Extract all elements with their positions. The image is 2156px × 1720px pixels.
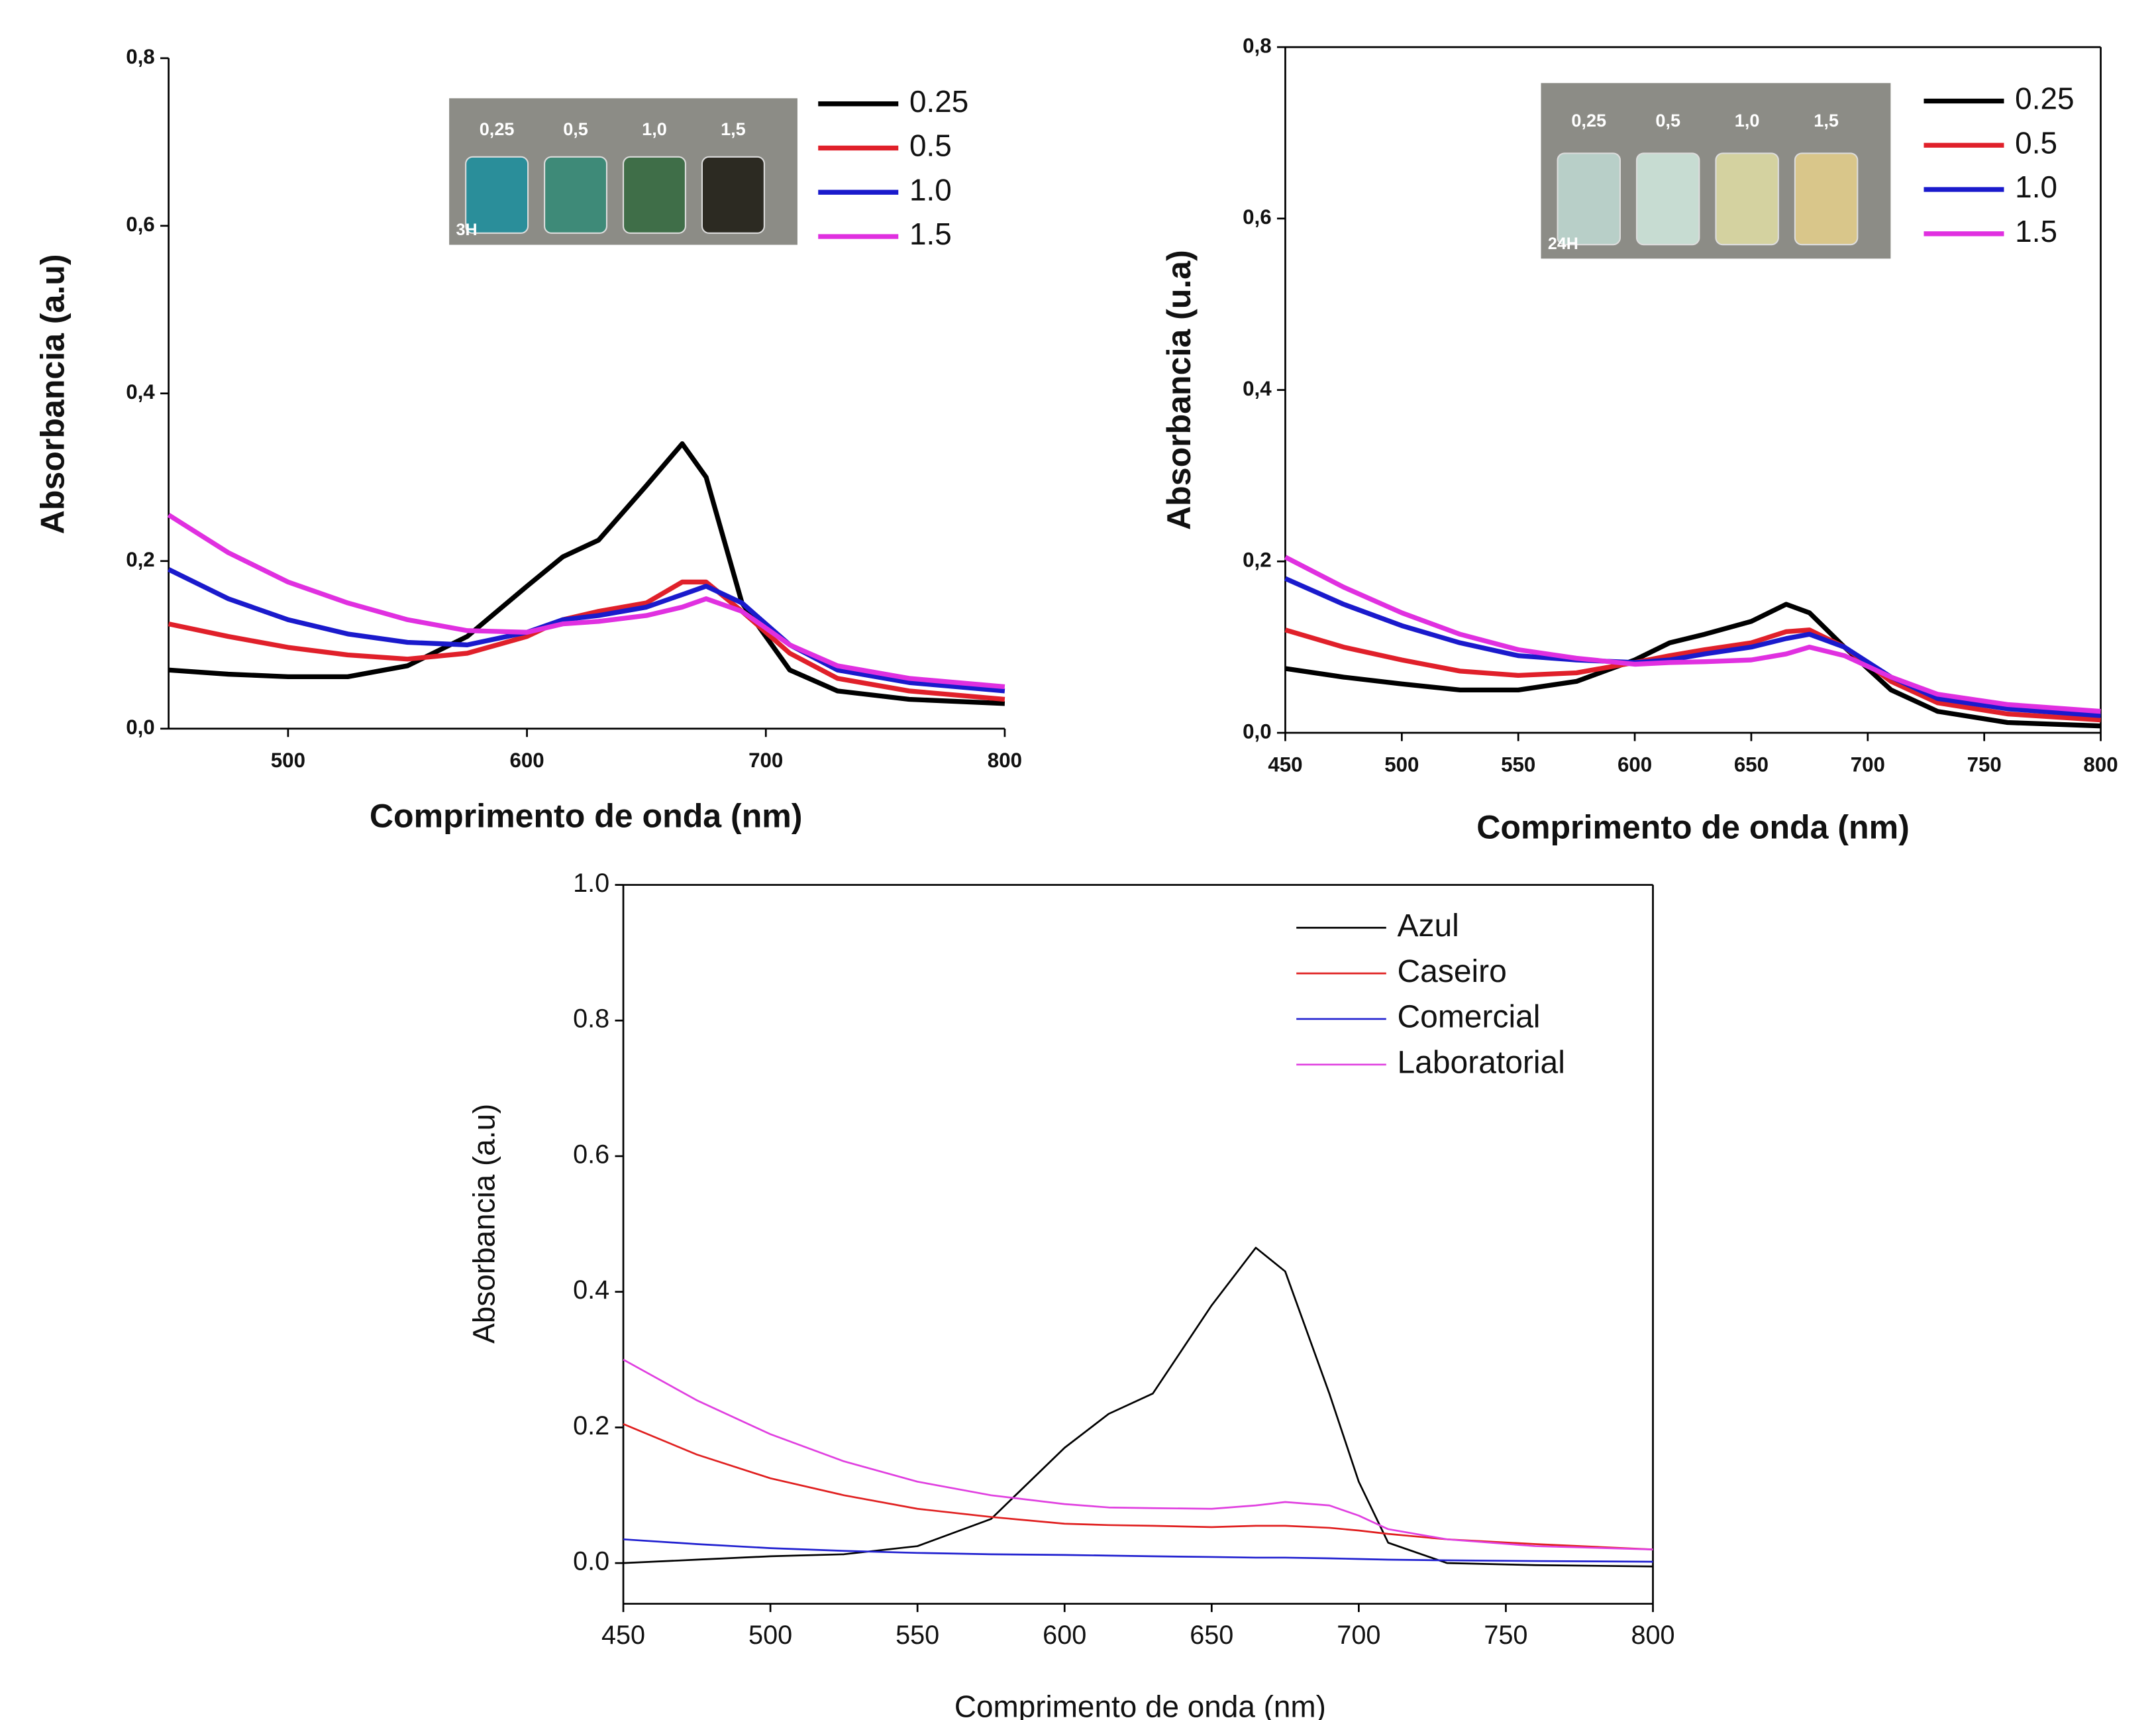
x-axis-title: Comprimento de onda (nm): [1476, 808, 1910, 845]
x-tick-label: 700: [748, 749, 783, 772]
x-tick-label: 800: [1631, 1621, 1674, 1650]
y-tick-label: 0,2: [126, 548, 155, 571]
vial-label: 1,0: [642, 119, 667, 139]
x-tick-label: 550: [1501, 753, 1535, 776]
y-tick-label: 0.4: [573, 1275, 609, 1305]
x-tick-label: 500: [1384, 753, 1419, 776]
vial: [701, 156, 765, 234]
x-axis-title: Comprimento de onda (nm): [370, 798, 803, 835]
x-tick-label: 450: [1268, 753, 1302, 776]
series-line: [168, 579, 1005, 702]
chart: 0.0 0.2 0.4 0.6 0.8 1.0 450 500 550 600 650 700 750 8…: [467, 869, 1675, 1720]
legend-label: 0.5: [909, 129, 952, 163]
inset-tag: 24H: [1548, 235, 1578, 253]
vial: [1635, 152, 1700, 246]
vial-label: 0,25: [1571, 110, 1606, 131]
series-line: [623, 1358, 1653, 1551]
x-tick-label: 500: [271, 749, 305, 772]
legend-label: 1.0: [909, 172, 952, 207]
legend-label: Caseiro: [1397, 954, 1506, 989]
vial-label: 0,25: [480, 119, 515, 139]
series-line: [168, 441, 1005, 706]
legend-label: 1.5: [2015, 214, 2057, 248]
series-line: [167, 513, 1005, 690]
legend-label: 1.5: [909, 217, 952, 251]
y-tick-label: 1.0: [573, 869, 609, 898]
legend-label: 1.0: [2015, 170, 2057, 204]
y-tick-label: 0,4: [126, 380, 155, 403]
x-tick-label: 650: [1190, 1621, 1233, 1650]
y-tick-label: 0.2: [573, 1411, 609, 1440]
series-line: [1284, 602, 2101, 729]
series-line: [623, 1423, 1653, 1551]
series-line: [1284, 627, 2101, 723]
chart: 0,0 0,2 0,4 0,6 0,8 500 600 700 800 Comprimento d…: [34, 45, 1022, 835]
x-tick-label: 600: [1043, 1621, 1086, 1650]
series-line: [1284, 555, 2101, 714]
vial: [622, 156, 686, 234]
legend-label: 0.25: [2015, 81, 2074, 116]
y-tick-label: 0,2: [1243, 549, 1271, 572]
x-tick-label: 700: [1337, 1621, 1380, 1650]
y-tick-label: 0,4: [1243, 377, 1272, 400]
vial-label: 1,5: [721, 119, 746, 139]
series-line: [1284, 576, 2101, 718]
x-tick-label: 450: [601, 1621, 645, 1650]
y-tick-label: 0,8: [1243, 34, 1271, 57]
x-axis-title: Comprimento de onda (nm): [954, 1689, 1326, 1720]
y-tick-label: 0.8: [573, 1004, 609, 1034]
y-tick-label: 0,6: [126, 213, 155, 236]
vial: [544, 156, 608, 234]
y-tick-label: 0,6: [1243, 205, 1271, 229]
legend-label: 0.5: [2015, 125, 2057, 160]
y-tick-label: 0.6: [573, 1140, 609, 1169]
y-tick-label: 0.0: [573, 1547, 609, 1576]
series-line: [623, 1538, 1653, 1563]
x-tick-label: 800: [2083, 753, 2118, 776]
legend-label: Comercial: [1397, 1000, 1540, 1035]
vial-label: 0,5: [563, 119, 588, 139]
x-tick-label: 600: [509, 749, 544, 772]
x-tick-label: 800: [988, 749, 1022, 772]
inset-tag: 3H: [456, 221, 478, 239]
x-tick-label: 600: [1617, 753, 1652, 776]
series-line: [623, 1246, 1653, 1568]
x-tick-label: 750: [1967, 753, 2002, 776]
x-tick-label: 650: [1734, 753, 1769, 776]
vial: [1794, 152, 1859, 246]
legend-label: Azul: [1397, 908, 1459, 943]
legend-label: 0.25: [909, 84, 968, 119]
y-tick-label: 0,0: [1243, 720, 1271, 743]
vial-label: 1,0: [1735, 110, 1760, 131]
x-tick-label: 750: [1484, 1621, 1527, 1650]
x-tick-label: 700: [1851, 753, 1885, 776]
chart: 0,0 0,2 0,4 0,6 0,8 450 500 550 600 650 700 750 800 C…: [1160, 34, 2118, 845]
vial: [1557, 152, 1621, 246]
x-tick-label: 500: [748, 1621, 792, 1650]
vial: [465, 156, 529, 234]
y-axis-title: Absorbancia (a.u): [467, 1104, 501, 1344]
y-axis-title: Absorbancia (u.a): [1160, 250, 1198, 530]
legend-label: Laboratorial: [1397, 1045, 1565, 1080]
x-tick-label: 550: [896, 1621, 939, 1650]
y-axis-title: Absorbancia (a.u): [34, 254, 72, 534]
vial-label: 1,5: [1814, 110, 1839, 131]
y-tick-label: 0,0: [126, 716, 155, 739]
vial: [1715, 152, 1779, 246]
y-tick-label: 0,8: [126, 45, 155, 68]
vial-label: 0,5: [1655, 110, 1680, 131]
